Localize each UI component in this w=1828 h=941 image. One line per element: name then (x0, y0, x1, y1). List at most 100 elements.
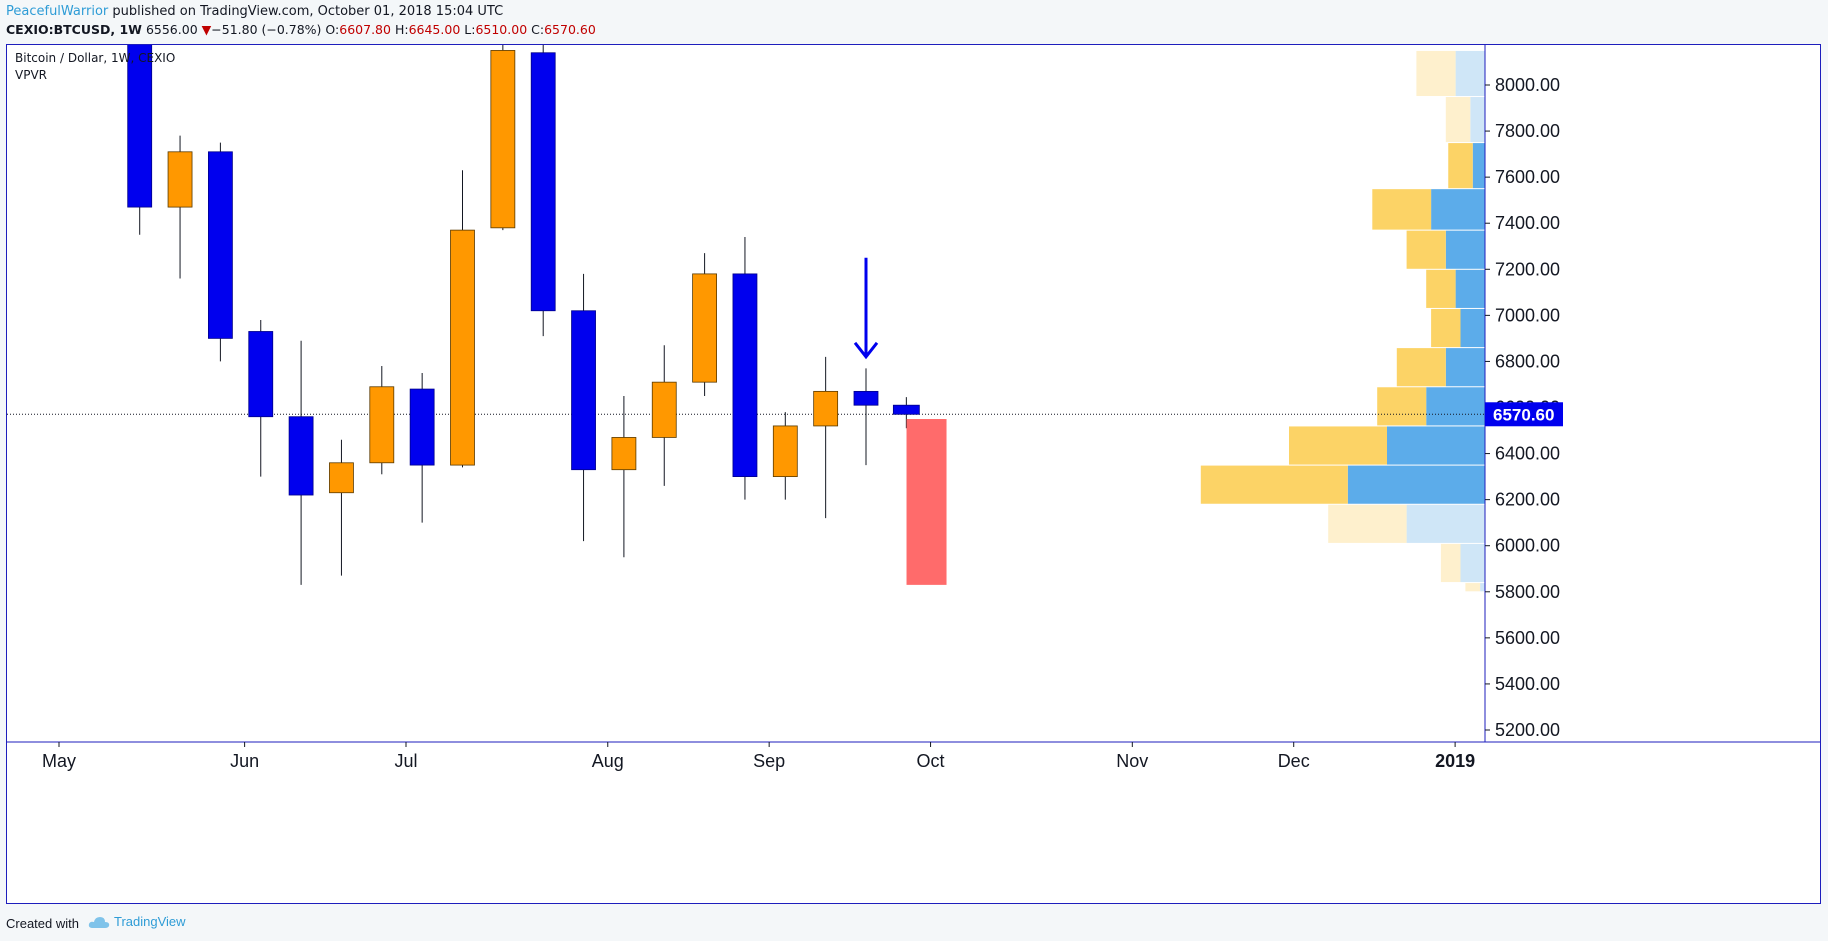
candle-body (651, 381, 677, 438)
time-tick-label: May (42, 751, 76, 771)
volume-profile-up-bar (1448, 143, 1473, 189)
candle-body (450, 229, 475, 466)
candle-body (490, 50, 516, 229)
volume-profile-up-bar (1377, 387, 1427, 426)
candle-body (288, 416, 314, 496)
price-tick-label: 5800.00 (1495, 582, 1560, 602)
arrow-head-icon (853, 341, 879, 360)
volume-profile-up-bar (1372, 189, 1432, 230)
volume-profile-up-bar (1289, 426, 1387, 465)
down-triangle-icon: ▼ (201, 22, 212, 37)
projection-box (906, 419, 947, 585)
price-tick-label: 5600.00 (1495, 628, 1560, 648)
volume-profile-down-bar (1387, 426, 1485, 465)
symbol-label: CEXIO:BTCUSD, 1W (6, 22, 142, 37)
volume-profile-up-bar (1465, 583, 1481, 592)
legend-indicator: VPVR (15, 68, 47, 82)
time-tick-label: Sep (753, 751, 785, 771)
price-tick-label: 6800.00 (1495, 351, 1560, 371)
price-tick-label: 7200.00 (1495, 259, 1560, 279)
tradingview-link[interactable]: TradingView (88, 914, 186, 929)
price-tick-label: 7600.00 (1495, 167, 1560, 187)
price-tick-label: 6000.00 (1495, 536, 1560, 556)
candle-body (853, 390, 879, 406)
volume-profile-up-bar (1406, 230, 1446, 269)
volume-profile-up-bar (1416, 50, 1456, 97)
cloud-icon (88, 916, 110, 928)
ohlc-low-label: L: (464, 22, 476, 37)
price-tick-label: 6400.00 (1495, 444, 1560, 464)
candle-body (409, 388, 435, 466)
volume-profile-up-bar (1328, 504, 1407, 543)
time-tick-label: 2019 (1435, 751, 1475, 771)
price-tick-label: 8000.00 (1495, 75, 1560, 95)
candle-body (732, 273, 758, 478)
volume-profile-down-bar (1406, 504, 1485, 543)
candle-body (692, 273, 717, 383)
ohlc-close-label: C: (531, 22, 545, 37)
symbol-line: CEXIO:BTCUSD, 1W 6556.00 ▼−51.80 (−0.78%… (6, 22, 596, 37)
price-tick-label: 7000.00 (1495, 305, 1560, 325)
volume-profile-up-bar (1200, 465, 1348, 504)
time-tick-label: Jul (395, 751, 418, 771)
ohlc-high: 6645.00 (408, 22, 461, 37)
volume-profile-down-bar (1480, 583, 1485, 592)
candles-group (127, 45, 947, 585)
candle-body (892, 404, 920, 415)
volume-profile-up-bar (1445, 97, 1471, 143)
volume-profile-down-bar (1460, 543, 1485, 583)
candle-body (127, 45, 153, 208)
candle-body (611, 437, 637, 471)
candle-body (369, 386, 395, 464)
last-price: 6556.00 (145, 22, 198, 37)
price-tick-label: 5400.00 (1495, 674, 1560, 694)
current-price-tag (1485, 402, 1563, 427)
author-link[interactable]: PeacefulWarrior (6, 4, 109, 19)
time-tick-label: Jun (230, 751, 259, 771)
candle-body (530, 52, 556, 312)
volume-profile-down-bar (1470, 97, 1485, 143)
published-text: published on TradingView.com, October 01… (112, 4, 504, 19)
created-with-label: Created with (6, 916, 79, 931)
volume-profile-down-bar (1445, 230, 1485, 269)
legend-title: Bitcoin / Dollar, 1W, CEXIO (15, 51, 176, 65)
volume-profile-up-bar (1431, 308, 1461, 348)
footer: Created with TradingView (0, 904, 1828, 941)
volume-profile-down-bar (1460, 308, 1485, 348)
publish-line: PeacefulWarrior published on TradingView… (6, 4, 503, 19)
ohlc-open: 6607.80 (339, 22, 391, 37)
volume-profile-down-bar (1445, 348, 1485, 387)
candle-body (167, 151, 193, 208)
ohlc-high-label: H: (394, 22, 409, 37)
chart-frame[interactable]: 8000.00 7800.00 7600.00 7400.00 7200.00 7000.… (6, 44, 1821, 904)
time-tick-label: Dec (1278, 751, 1310, 771)
price-tick-label: 7800.00 (1495, 121, 1560, 141)
volume-profile-up-bar (1440, 543, 1461, 583)
candle-body (772, 425, 798, 478)
price-tick-label: 6200.00 (1495, 490, 1560, 510)
volume-profile-up-bar (1396, 348, 1446, 387)
time-tick-label: Oct (917, 751, 945, 771)
ohlc-open-label: O: (325, 22, 340, 37)
price-tick-label: 5200.00 (1495, 720, 1560, 740)
chart-header: PeacefulWarrior published on TradingView… (0, 0, 1828, 44)
candle-body (813, 390, 839, 427)
volume-profile-down-bar (1455, 50, 1485, 97)
volume-profile-up-bar (1426, 269, 1456, 308)
volume-profile-down-bar (1347, 465, 1485, 504)
current-price-label: 6570.60 (1493, 405, 1554, 424)
time-tick-label: Nov (1116, 751, 1148, 771)
volume-profile-down-bar (1455, 269, 1485, 308)
volume-profile-down-bar (1431, 189, 1485, 230)
ohlc-low: 6510.00 (475, 22, 528, 37)
price-tick-label: 7400.00 (1495, 213, 1560, 233)
candle-body (329, 462, 354, 494)
ohlc-close: 6570.60 (544, 22, 596, 37)
price-chart[interactable]: 8000.00 7800.00 7600.00 7400.00 7200.00 7000.… (7, 45, 1820, 903)
candle-body (248, 331, 274, 418)
tradingview-brand: TradingView (114, 914, 186, 929)
volume-profile-down-bar (1426, 387, 1485, 426)
candle-body (571, 310, 596, 471)
time-tick-label: Aug (592, 751, 624, 771)
price-change: −51.80 (−0.78%) (211, 22, 322, 37)
